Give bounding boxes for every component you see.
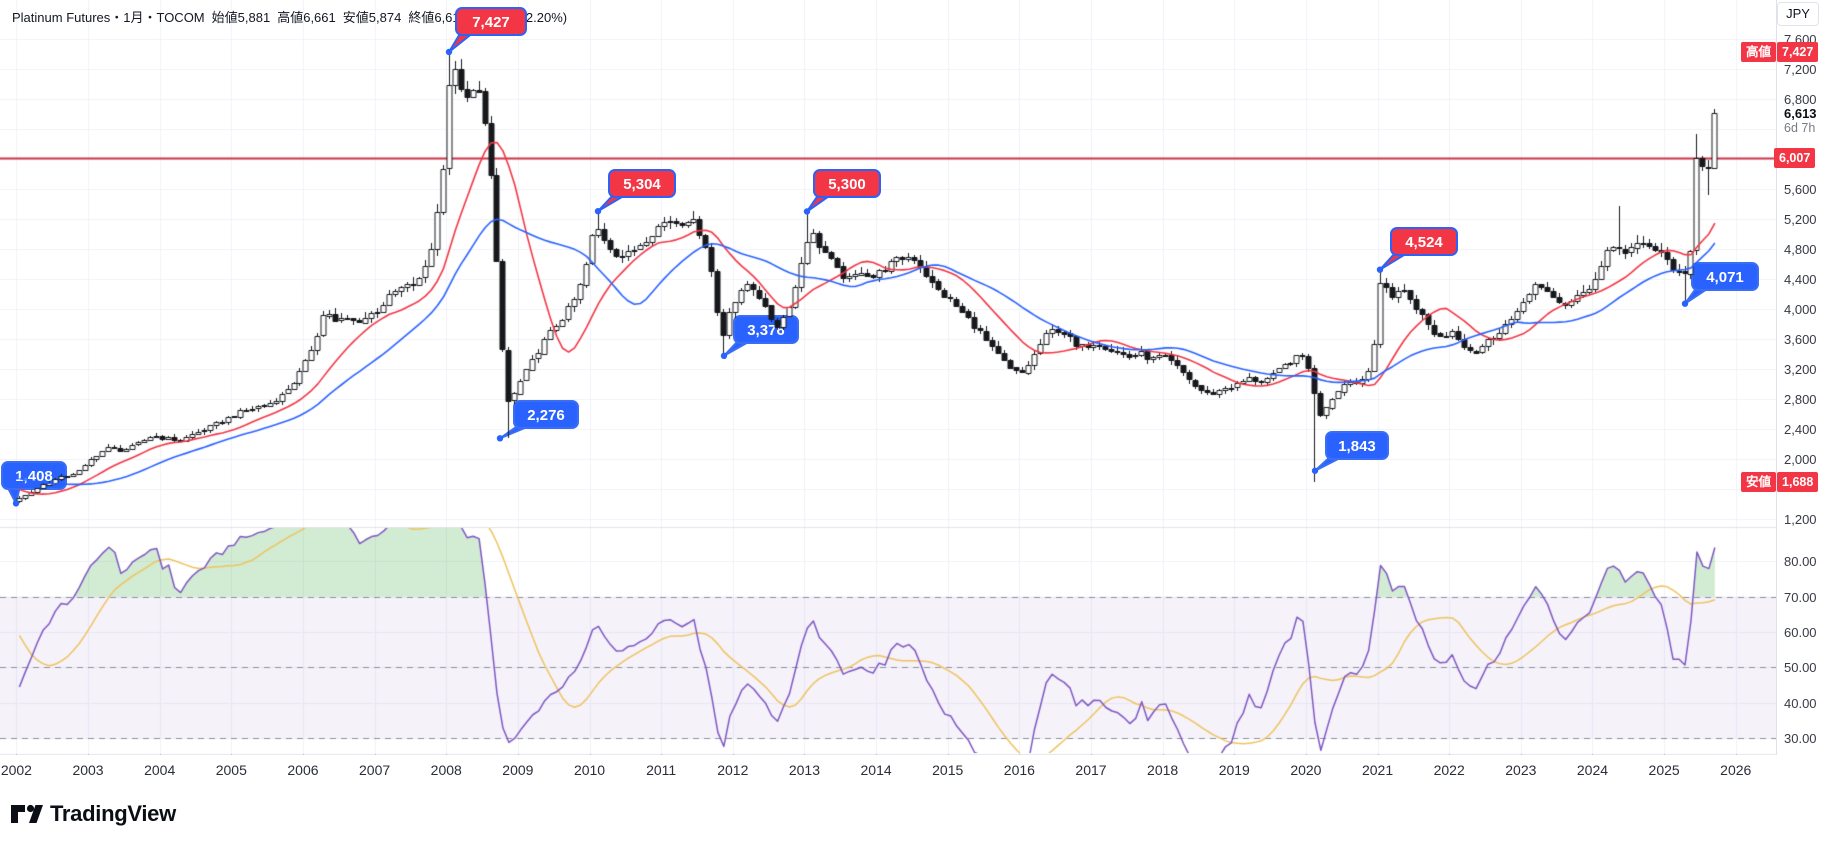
year-label: 2022 <box>1433 762 1465 778</box>
year-label: 2011 <box>646 762 677 778</box>
price-tick: 4,400 <box>1784 272 1817 287</box>
price-axis-border <box>1776 0 1777 783</box>
indicator-tick: 60.00 <box>1784 625 1817 641</box>
year-label: 2012 <box>717 762 749 778</box>
year-label: 2024 <box>1576 762 1609 778</box>
currency-chip: JPY <box>1777 2 1819 26</box>
bar-countdown: 6d 7h <box>1784 121 1816 136</box>
year-label: 2013 <box>788 762 821 778</box>
tradingview-logo-icon <box>11 804 43 823</box>
hline-axis-badge: 6,007 <box>1774 148 1816 169</box>
year-label: 2008 <box>430 762 462 778</box>
price-tick: 2,400 <box>1784 422 1817 437</box>
year-label: 2021 <box>1361 762 1394 778</box>
tradingview-logo-text: TradingView <box>50 801 176 826</box>
callout-anchor-dot[interactable] <box>594 208 602 215</box>
price-tick: 3,200 <box>1784 362 1817 377</box>
time-axis[interactable]: 2002 2003 2004 2005 2006 2007 2008 2009 2010 2011… <box>0 755 1831 783</box>
year-label: 2023 <box>1505 762 1537 778</box>
chart-area[interactable]: Platinum Futures・1月・TOCOM始値5,881高値6,661安… <box>0 0 1776 783</box>
indicator-tick: 30.00 <box>1784 731 1817 747</box>
year-label: 2015 <box>932 762 964 778</box>
year-label: 2014 <box>860 762 892 778</box>
price-tick: 4,000 <box>1784 302 1817 317</box>
price-tick: 3,600 <box>1784 332 1817 347</box>
price-tick: 4,800 <box>1784 242 1817 257</box>
year-label: 2018 <box>1147 762 1179 778</box>
callout-anchor-dot[interactable] <box>720 352 728 359</box>
callout-anchor-dot[interactable] <box>1681 300 1689 307</box>
high-price-axis-badge: 高値 7,427 <box>1741 41 1819 62</box>
callout-anchor-dot[interactable] <box>1311 467 1319 474</box>
price-tick: 2,000 <box>1784 452 1817 467</box>
high-badge-label: 高値 <box>1741 41 1777 62</box>
high-badge-value: 7,427 <box>1777 41 1819 62</box>
callout-anchor-dot[interactable] <box>12 500 20 507</box>
year-label: 2007 <box>359 762 391 778</box>
year-label: 2026 <box>1720 762 1752 778</box>
price-axis[interactable]: JPY 6,613 6d 7h 7,600 7,200 6,800 5,600 5,20… <box>1777 0 1831 783</box>
last-price-label: 6,613 <box>1784 106 1817 122</box>
year-label: 2020 <box>1290 762 1322 778</box>
price-tick: 5,200 <box>1784 212 1817 227</box>
price-tick: 1,200 <box>1784 512 1817 527</box>
callout-anchor-dot[interactable] <box>496 435 504 442</box>
price-tick: 5,600 <box>1784 182 1817 197</box>
year-label: 2006 <box>287 762 319 778</box>
callout-anchor-dot[interactable] <box>445 48 453 56</box>
price-tick: 2,800 <box>1784 392 1817 407</box>
tradingview-logo[interactable]: TradingView <box>10 800 176 828</box>
year-label: 2017 <box>1075 762 1107 778</box>
callout-anchor-dot[interactable] <box>1376 266 1384 273</box>
callout-anchors-layer <box>12 48 1689 507</box>
hline-badge-value: 6,007 <box>1774 148 1816 169</box>
year-label: 2005 <box>215 762 247 778</box>
year-label: 2009 <box>502 762 534 778</box>
year-label: 2010 <box>573 762 606 778</box>
year-label: 2003 <box>72 762 104 778</box>
price-series-canvas[interactable] <box>0 0 1776 783</box>
year-label: 2025 <box>1648 762 1680 778</box>
price-tick: 7,200 <box>1784 62 1817 77</box>
indicator-tick: 40.00 <box>1784 695 1817 711</box>
indicator-tick: 80.00 <box>1784 554 1817 570</box>
low-price-axis-badge: 安値 1,688 <box>1741 472 1819 493</box>
year-label: 2002 <box>0 762 32 778</box>
indicator-tick: 50.00 <box>1784 660 1817 676</box>
year-label: 2016 <box>1003 762 1035 778</box>
low-badge-label: 安値 <box>1741 472 1777 493</box>
year-label: 2004 <box>144 762 176 778</box>
price-tick: 6,800 <box>1784 92 1817 107</box>
year-label: 2019 <box>1218 762 1250 778</box>
low-badge-value: 1,688 <box>1777 472 1819 493</box>
callout-anchor-dot[interactable] <box>803 208 811 215</box>
indicator-tick: 70.00 <box>1784 589 1817 605</box>
